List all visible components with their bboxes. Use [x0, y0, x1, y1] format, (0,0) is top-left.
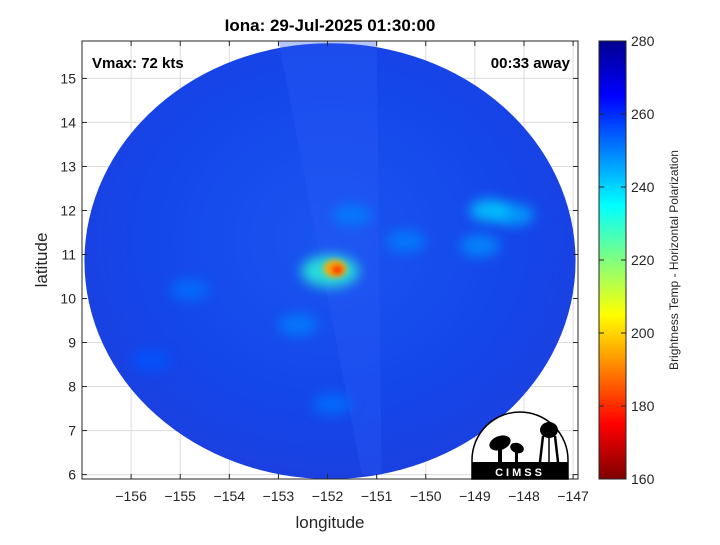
feature-layer: [130, 199, 534, 416]
y-tick-label: 14: [60, 114, 76, 130]
tb-feature: [130, 349, 171, 372]
tb-feature: [469, 199, 510, 222]
cimss-logo: CIMSS: [471, 411, 569, 480]
colorbar-tick-label: 280: [631, 33, 655, 49]
x-tick-label: −147: [557, 488, 589, 504]
colorbar-label: Brightness Temp - Horizontal Polarizatio…: [667, 150, 681, 370]
tb-feature: [332, 203, 372, 226]
tb-feature: [312, 393, 353, 416]
y-tick-label: 11: [61, 246, 76, 262]
y-tick-label: 8: [68, 379, 76, 395]
y-tick-label: 12: [60, 202, 76, 218]
colorbar-tick-label: 200: [631, 325, 655, 341]
cimss-logo-text: CIMSS: [495, 467, 545, 479]
x-tick-label: −154: [214, 488, 246, 504]
axis-ticks: −156 −155 −154 −153 −152 −151 −150 −149 −148 −147…: [60, 41, 589, 504]
y-tick-label: 7: [68, 423, 76, 439]
tb-feature: [332, 265, 343, 274]
x-tick-label: −148: [508, 488, 540, 504]
y-tick-label: 10: [60, 291, 76, 307]
x-tick-label: −149: [459, 488, 491, 504]
colorbar-tick-label: 240: [631, 179, 655, 195]
colorbar-tick-label: 220: [631, 252, 655, 268]
y-tick-label: 13: [60, 158, 76, 174]
plot-frame: [81, 40, 579, 480]
y-tick-label: 6: [68, 467, 76, 483]
x-tick-label: −155: [164, 488, 196, 504]
colorbar-tick-label: 260: [631, 106, 655, 122]
colorbar-tick-label: 180: [631, 398, 655, 414]
x-tick-label: −150: [410, 488, 442, 504]
tb-feature: [278, 313, 318, 336]
x-tick-label: −153: [263, 488, 295, 504]
colorbar-ticks: 160 180 200 220 240 260 280: [599, 33, 655, 487]
y-axis-label: latitude: [32, 233, 51, 288]
time-offset-annotation: 00:33 away: [491, 55, 571, 72]
chart-title: Iona: 29-Jul-2025 01:30:00: [225, 16, 436, 35]
tb-feature: [170, 278, 210, 301]
colorbar-tick-label: 160: [631, 471, 655, 487]
x-tick-label: −151: [361, 488, 393, 504]
x-tick-label: −156: [115, 488, 147, 504]
tb-feature: [386, 230, 426, 253]
vmax-annotation: Vmax: 72 kts: [92, 55, 184, 72]
x-axis-label: longitude: [295, 513, 364, 532]
y-tick-label: 9: [68, 335, 76, 351]
colorbar: 160 180 200 220 240 260 280 Brightness Temp - …: [598, 33, 681, 487]
tb-feature: [459, 234, 500, 257]
y-tick-label: 15: [60, 70, 76, 86]
x-tick-label: −152: [312, 488, 344, 504]
